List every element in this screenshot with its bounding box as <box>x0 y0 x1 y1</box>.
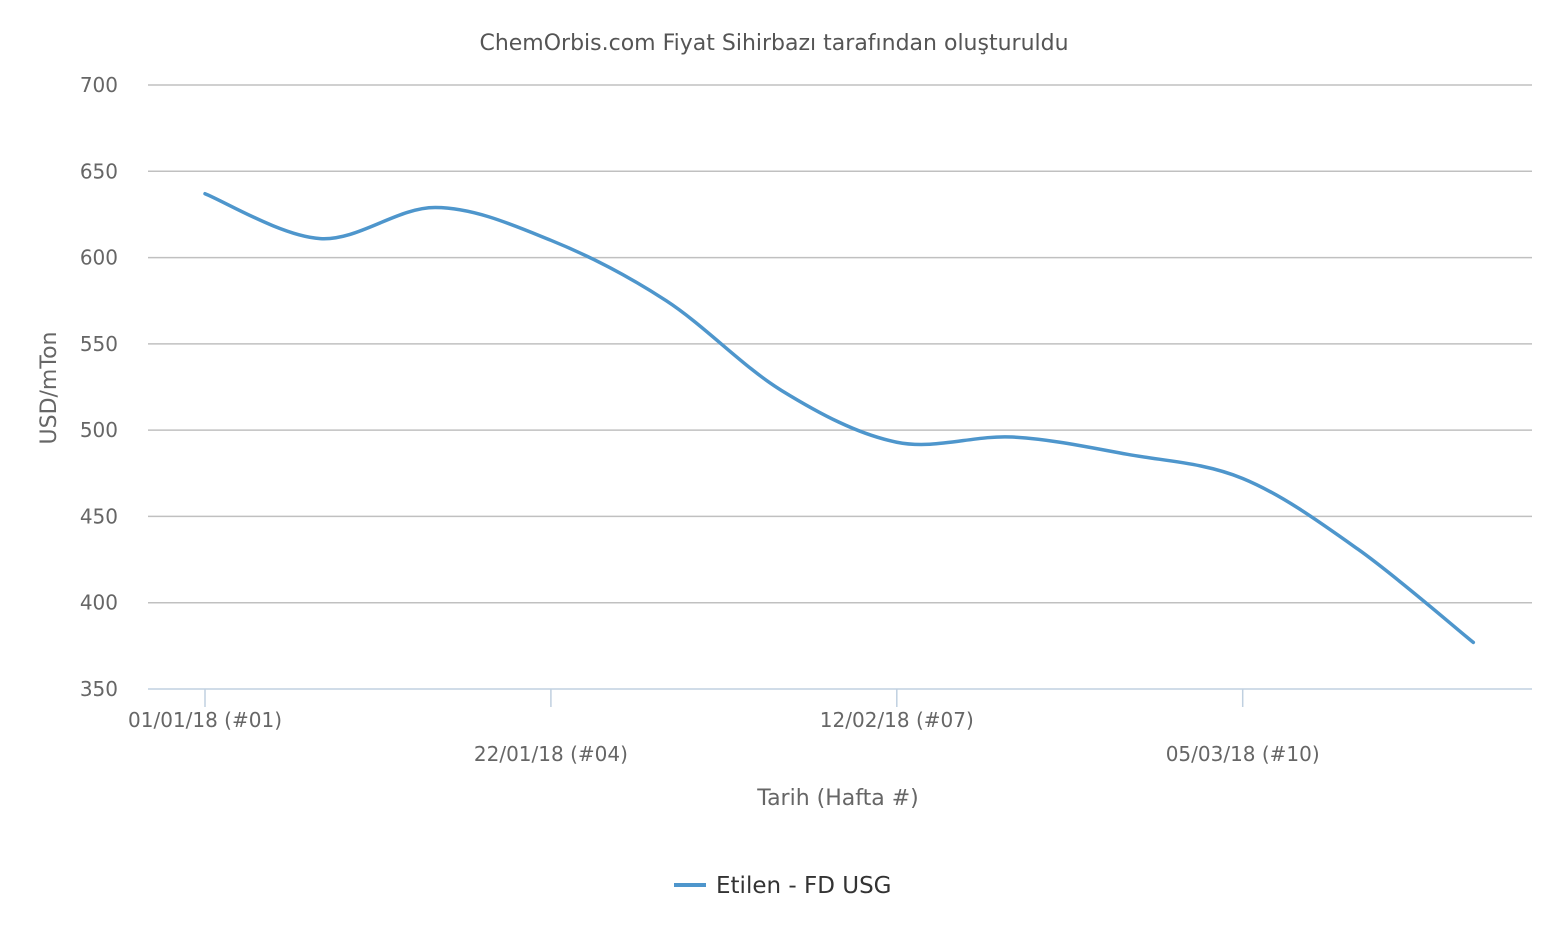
series-layer <box>203 191 1476 645</box>
y-tick-label: 450 <box>80 504 118 528</box>
y-axis-ticks: 350 400 450 500 550 600 650 700 <box>80 73 118 701</box>
legend-item-label[interactable]: Etilen - FD USG <box>716 873 892 899</box>
x-axis-title: Tarih (Hafta #) <box>756 786 918 811</box>
grid-lines <box>148 84 1532 604</box>
chart-title: ChemOrbis.com Fiyat Sihirbazı tarafından… <box>479 31 1068 56</box>
y-tick-label: 600 <box>80 246 118 270</box>
x-tick-label: 01/01/18 (#01) <box>128 708 282 732</box>
y-axis-title: USD/mTon <box>37 332 62 445</box>
x-tick-label: 05/03/18 (#10) <box>1166 742 1320 766</box>
y-tick-label: 550 <box>80 332 118 356</box>
y-tick-label: 350 <box>80 677 118 701</box>
x-tick-label: 22/01/18 (#04) <box>474 742 628 766</box>
series-line-etilen[interactable] <box>203 191 1476 645</box>
x-axis-ticks: 01/01/18 (#01) 22/01/18 (#04) 12/02/18 (#0… <box>128 689 1320 766</box>
y-tick-label: 650 <box>80 159 118 183</box>
y-tick-label: 700 <box>80 73 118 97</box>
x-tick-label: 12/02/18 (#07) <box>820 708 974 732</box>
legend[interactable]: Etilen - FD USG <box>674 873 892 899</box>
y-tick-label: 500 <box>80 418 118 442</box>
y-tick-label: 400 <box>80 591 118 615</box>
